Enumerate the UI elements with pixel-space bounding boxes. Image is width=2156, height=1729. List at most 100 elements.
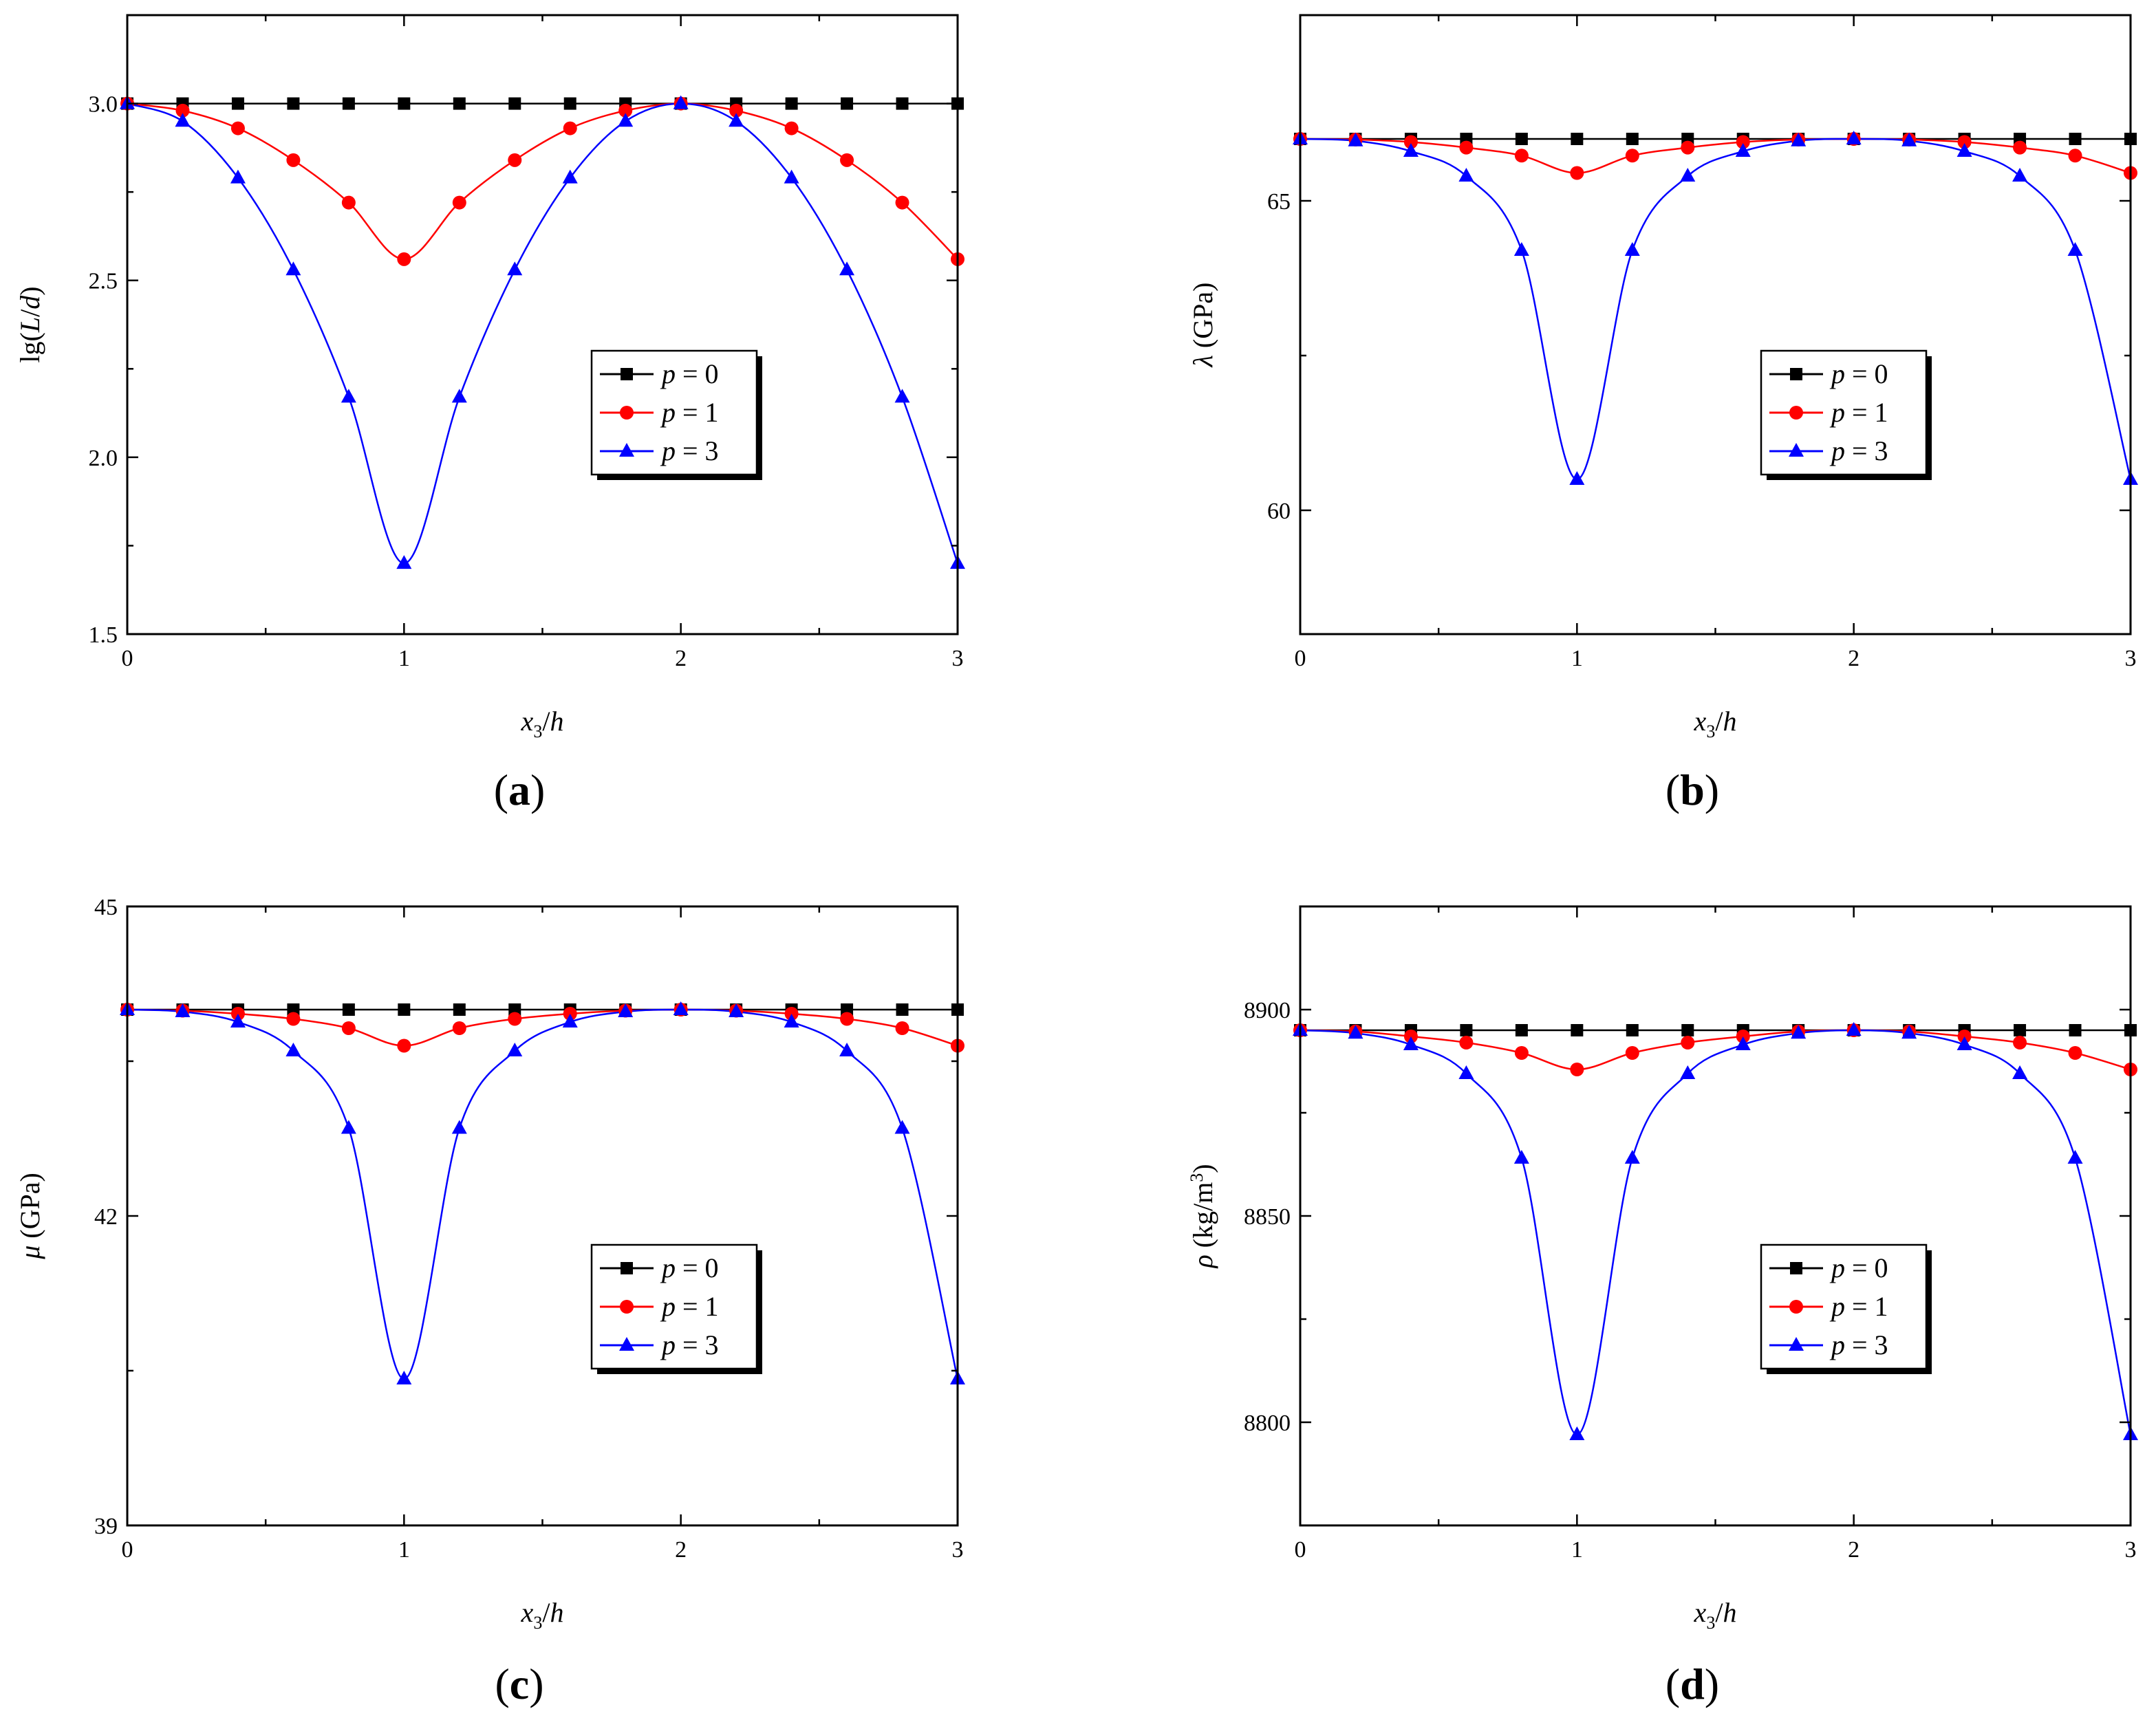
data-point-p1 bbox=[397, 1039, 411, 1053]
x-tick-label: 2 bbox=[675, 646, 687, 671]
series-line-p3 bbox=[1300, 1029, 2131, 1436]
data-point-p0 bbox=[453, 97, 466, 110]
data-point-p3 bbox=[839, 261, 855, 276]
panel-label: (c) bbox=[495, 1660, 543, 1708]
data-point-p1 bbox=[452, 195, 466, 210]
data-point-p1 bbox=[1459, 1036, 1474, 1050]
data-point-p0 bbox=[453, 1003, 466, 1016]
panel-label: (d) bbox=[1665, 1660, 1719, 1708]
x-axis-title: x3/h bbox=[1694, 706, 1737, 741]
data-point-p1 bbox=[840, 1012, 854, 1026]
plot-frame bbox=[126, 905, 959, 1527]
data-point-p1 bbox=[286, 153, 301, 167]
data-point-p3 bbox=[1846, 1022, 1862, 1036]
legend-marker bbox=[1790, 1262, 1802, 1274]
x-tick-label: 1 bbox=[1571, 1537, 1583, 1563]
series-line-p3 bbox=[1300, 138, 2131, 481]
data-point-p0 bbox=[2014, 1024, 2027, 1036]
data-point-p0 bbox=[342, 1003, 355, 1016]
legend-label: p = 3 bbox=[660, 435, 719, 466]
data-point-p0 bbox=[563, 97, 576, 110]
data-point-p0 bbox=[1460, 1024, 1473, 1036]
data-point-p3 bbox=[2012, 1065, 2028, 1079]
x-axis-title: x3/h bbox=[521, 1597, 564, 1633]
data-point-p1 bbox=[895, 1021, 909, 1035]
data-point-p1 bbox=[341, 195, 356, 210]
legend-marker bbox=[1789, 406, 1803, 420]
plot-frame bbox=[1299, 14, 2132, 635]
data-point-p1 bbox=[1403, 135, 1418, 149]
data-point-p0 bbox=[841, 97, 854, 110]
y-tick-label: 8850 bbox=[1244, 1204, 1291, 1230]
legend-label: p = 1 bbox=[660, 397, 719, 428]
data-point-p1 bbox=[452, 1021, 466, 1035]
legend-marker bbox=[1789, 1300, 1803, 1314]
legend: p = 0 p = 1 p = 3 bbox=[590, 349, 762, 480]
data-point-p3 bbox=[1956, 1036, 1972, 1050]
series-line-p1 bbox=[1300, 138, 2131, 174]
data-point-p0 bbox=[508, 1003, 521, 1016]
legend-marker bbox=[620, 1300, 634, 1314]
y-tick-label: 1.5 bbox=[89, 622, 118, 648]
data-point-p0 bbox=[896, 97, 909, 110]
data-point-p3 bbox=[562, 169, 578, 184]
data-point-p3 bbox=[618, 1003, 634, 1017]
data-point-p1 bbox=[1514, 1046, 1529, 1060]
y-tick-label: 39 bbox=[94, 1514, 118, 1539]
series-line-p1 bbox=[127, 102, 958, 261]
data-point-p3 bbox=[396, 555, 412, 569]
data-point-p1 bbox=[397, 252, 411, 266]
legend-marker bbox=[621, 368, 633, 380]
data-point-p1 bbox=[1736, 135, 1750, 149]
legend-label: p = 3 bbox=[1829, 435, 1888, 466]
data-point-p1 bbox=[2068, 1046, 2082, 1060]
data-point-p1 bbox=[175, 103, 190, 118]
data-point-p3 bbox=[451, 1120, 467, 1134]
data-point-p3 bbox=[1403, 143, 1419, 157]
data-point-p3 bbox=[729, 113, 744, 127]
data-point-p3 bbox=[1680, 168, 1696, 182]
x-tick-label: 3 bbox=[952, 646, 964, 671]
data-point-p0 bbox=[342, 97, 355, 110]
legend-marker bbox=[619, 1337, 634, 1351]
data-point-p3 bbox=[1624, 1150, 1640, 1164]
series-line-p3 bbox=[127, 1008, 958, 1380]
data-point-p3 bbox=[1458, 168, 1474, 182]
y-axis-title: λ (GPa) bbox=[1187, 283, 1218, 368]
legend: p = 0 p = 1 p = 3 bbox=[1760, 1243, 1932, 1374]
data-point-p3 bbox=[396, 1371, 412, 1384]
data-point-p0 bbox=[1626, 1024, 1639, 1036]
data-point-p3 bbox=[2067, 1150, 2083, 1164]
data-point-p0 bbox=[231, 97, 244, 110]
data-point-p3 bbox=[2067, 242, 2083, 256]
data-point-p3 bbox=[839, 1043, 855, 1056]
data-point-p0 bbox=[287, 97, 300, 110]
legend-label: p = 3 bbox=[660, 1329, 719, 1360]
data-point-p1 bbox=[341, 1021, 356, 1035]
data-point-p3 bbox=[1569, 471, 1585, 485]
data-point-p1 bbox=[1570, 166, 1584, 180]
legend-label: p = 0 bbox=[660, 1252, 719, 1283]
legend-marker bbox=[620, 406, 634, 420]
legend-label: p = 0 bbox=[1829, 358, 1888, 389]
data-point-p3 bbox=[729, 1003, 744, 1017]
x-tick-label: 1 bbox=[398, 1537, 410, 1563]
data-point-p0 bbox=[1571, 133, 1584, 145]
data-point-p3 bbox=[1901, 132, 1917, 146]
data-point-p0 bbox=[1515, 1024, 1528, 1036]
data-point-p3 bbox=[285, 1043, 301, 1056]
x-tick-label: 0 bbox=[122, 646, 133, 671]
data-point-p3 bbox=[341, 1120, 356, 1134]
legend: p = 0 p = 1 p = 3 bbox=[1760, 349, 1932, 480]
panel-c: 0 1 2 3 39 42 45 x3/h μ (GPa) (c) p = 0 p = 1 p = 3 bbox=[14, 895, 965, 1708]
legend-marker bbox=[1789, 1337, 1804, 1351]
y-tick-label: 8900 bbox=[1244, 998, 1291, 1023]
data-point-p3 bbox=[894, 389, 910, 403]
data-point-p1 bbox=[895, 195, 909, 210]
data-point-p3 bbox=[1348, 132, 1363, 146]
data-point-p1 bbox=[508, 153, 522, 167]
plot-frame bbox=[126, 14, 959, 635]
panel-label: (b) bbox=[1665, 765, 1719, 814]
